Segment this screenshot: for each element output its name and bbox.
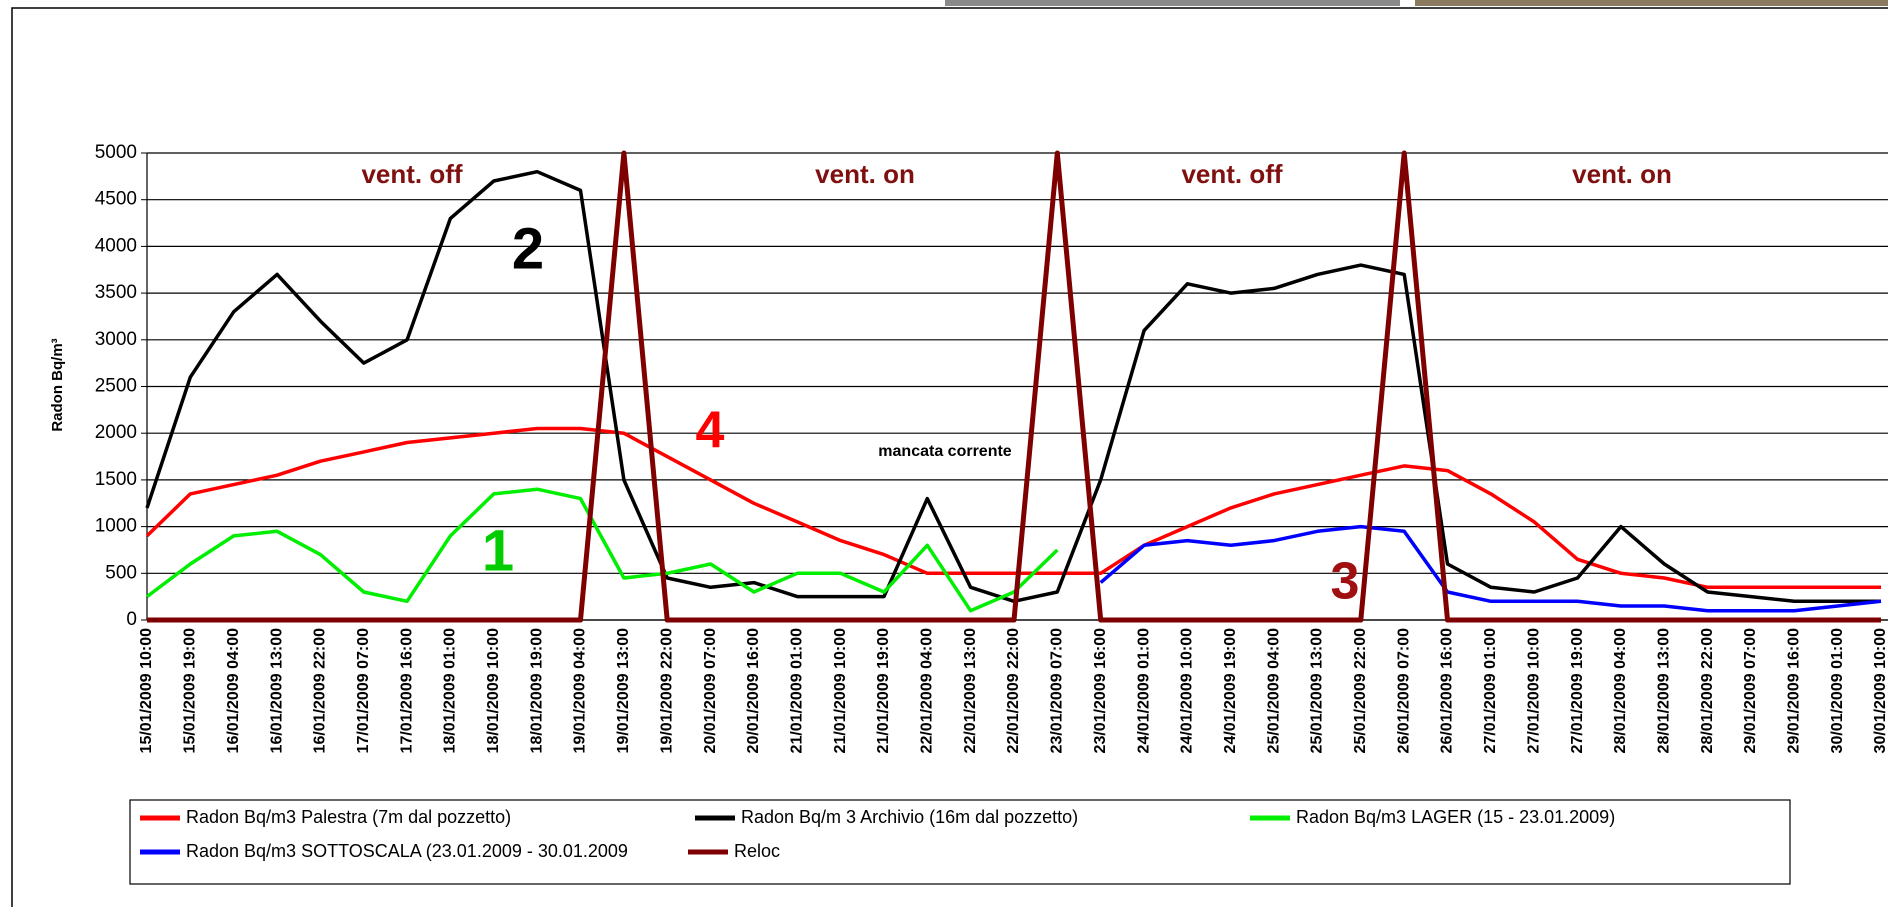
series-line bbox=[145, 426, 1881, 590]
x-tick-label: 18/01/2009 19:00 bbox=[528, 628, 545, 754]
x-tick-label: 29/01/2009 07:00 bbox=[1742, 628, 1759, 754]
x-tick-label: 30/01/2009 01:00 bbox=[1829, 628, 1846, 754]
legend-label: Radon Bq/m 3 Archivio (16m dal pozzetto) bbox=[741, 807, 1078, 827]
x-tick-label: 26/01/2009 16:00 bbox=[1439, 628, 1456, 754]
x-tick-label: 25/01/2009 13:00 bbox=[1309, 628, 1326, 754]
annotation: 3 bbox=[1331, 553, 1360, 611]
x-tick-label: 24/01/2009 10:00 bbox=[1179, 628, 1196, 754]
x-tick-label: 23/01/2009 16:00 bbox=[1092, 628, 1109, 754]
x-tick-label: 18/01/2009 10:00 bbox=[485, 628, 502, 754]
x-tick-label: 25/01/2009 22:00 bbox=[1352, 628, 1369, 754]
annotation: 1 bbox=[482, 518, 514, 583]
x-tick-label: 25/01/2009 04:00 bbox=[1265, 628, 1282, 754]
x-tick-label: 23/01/2009 07:00 bbox=[1049, 628, 1066, 754]
x-tick-label: 24/01/2009 01:00 bbox=[1135, 628, 1152, 754]
x-tick-label: 16/01/2009 22:00 bbox=[312, 628, 329, 754]
annotation: vent. off bbox=[361, 159, 462, 189]
x-tick-label: 28/01/2009 04:00 bbox=[1612, 628, 1629, 754]
photo-edge bbox=[1415, 0, 1888, 6]
x-tick-label: 24/01/2009 19:00 bbox=[1222, 628, 1239, 754]
legend bbox=[129, 799, 1791, 885]
x-tick-label: 17/01/2009 16:00 bbox=[398, 628, 415, 754]
x-tick-label: 18/01/2009 01:00 bbox=[442, 628, 459, 754]
series-line bbox=[145, 487, 1059, 613]
x-tick-label: 19/01/2009 13:00 bbox=[615, 628, 632, 754]
y-tick-label: 5000 bbox=[95, 142, 137, 163]
annotation: vent. off bbox=[1181, 159, 1282, 189]
y-tick-label: 3000 bbox=[95, 329, 137, 350]
x-tick-label: 19/01/2009 04:00 bbox=[572, 628, 589, 754]
y-tick-label: 2000 bbox=[95, 422, 137, 443]
y-tick-label: 1000 bbox=[95, 516, 137, 537]
y-tick-label: 0 bbox=[126, 609, 137, 630]
x-tick-label: 15/01/2009 19:00 bbox=[182, 628, 199, 754]
x-tick-label: 16/01/2009 13:00 bbox=[268, 628, 285, 754]
chart-frame bbox=[11, 7, 1888, 912]
annotation: vent. on bbox=[1572, 159, 1672, 189]
x-tick-label: 26/01/2009 07:00 bbox=[1395, 628, 1412, 754]
annotation: mancata corrente bbox=[878, 443, 1011, 460]
legend-label: Radon Bq/m3 SOTTOSCALA (23.01.2009 - 30.… bbox=[186, 841, 628, 861]
photo-edge bbox=[945, 0, 1400, 6]
x-tick-label: 21/01/2009 01:00 bbox=[788, 628, 805, 754]
x-tick-label: 22/01/2009 04:00 bbox=[919, 628, 936, 754]
legend-label: Radon Bq/m3 LAGER (15 - 23.01.2009) bbox=[1296, 807, 1615, 827]
x-tick-label: 19/01/2009 22:00 bbox=[658, 628, 675, 754]
y-axis-label: Radon Bq/m³ bbox=[49, 338, 66, 431]
x-tick-label: 28/01/2009 22:00 bbox=[1699, 628, 1716, 754]
x-tick-label: 22/01/2009 22:00 bbox=[1005, 628, 1022, 754]
y-tick-label: 1500 bbox=[95, 469, 137, 490]
x-tick-label: 27/01/2009 10:00 bbox=[1525, 628, 1542, 754]
y-tick-label: 3500 bbox=[95, 282, 137, 303]
annotation: vent. on bbox=[815, 159, 915, 189]
x-tick-label: 15/01/2009 10:00 bbox=[138, 628, 155, 754]
y-tick-label: 4500 bbox=[95, 189, 137, 210]
x-tick-label: 20/01/2009 07:00 bbox=[702, 628, 719, 754]
x-tick-label: 21/01/2009 10:00 bbox=[832, 628, 849, 754]
x-tick-label: 30/01/2009 10:00 bbox=[1872, 628, 1888, 754]
x-tick-label: 27/01/2009 01:00 bbox=[1482, 628, 1499, 754]
y-tick-label: 2500 bbox=[95, 376, 137, 397]
annotation: 4 bbox=[696, 402, 725, 460]
y-tick-label: 4000 bbox=[95, 235, 137, 256]
x-tick-label: 17/01/2009 07:00 bbox=[355, 628, 372, 754]
x-tick-label: 21/01/2009 19:00 bbox=[875, 628, 892, 754]
annotation: 2 bbox=[512, 216, 544, 281]
x-tick-label: 28/01/2009 13:00 bbox=[1655, 628, 1672, 754]
y-tick-label: 500 bbox=[105, 562, 137, 583]
x-tick-label: 22/01/2009 13:00 bbox=[962, 628, 979, 754]
legend-label: Radon Bq/m3 Palestra (7m dal pozzetto) bbox=[186, 807, 511, 827]
series-line bbox=[1099, 524, 1882, 613]
legend-label: Reloc bbox=[734, 841, 780, 861]
series-line bbox=[147, 150, 1881, 623]
x-tick-label: 20/01/2009 16:00 bbox=[745, 628, 762, 754]
x-tick-label: 27/01/2009 19:00 bbox=[1569, 628, 1586, 754]
x-tick-label: 16/01/2009 04:00 bbox=[225, 628, 242, 754]
x-tick-label: 29/01/2009 16:00 bbox=[1786, 628, 1803, 754]
